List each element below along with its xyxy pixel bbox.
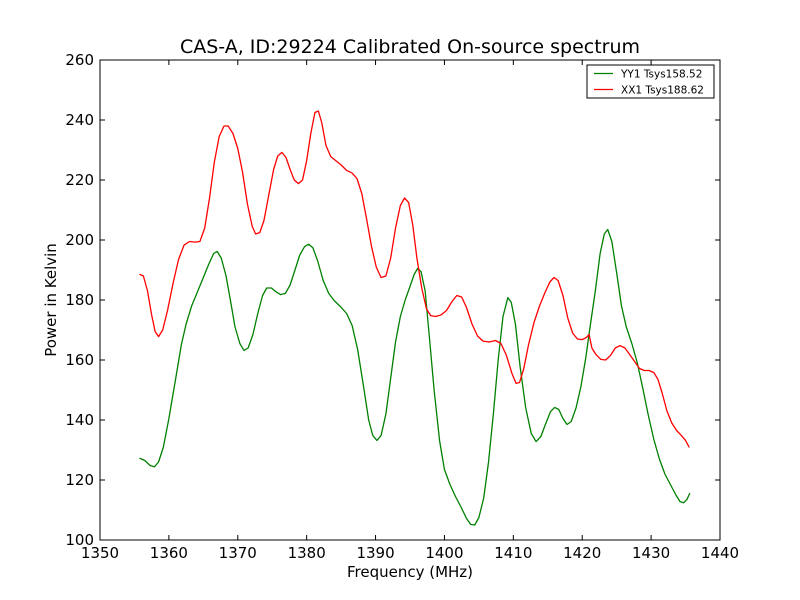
legend-frame (586, 64, 715, 99)
y-tick-label: 180 (65, 291, 94, 309)
legend-label-xx1: XX1 Tsys188.62 (621, 85, 704, 97)
x-tick-label: 1390 (356, 544, 394, 562)
x-tick-label: 1440 (701, 544, 739, 562)
x-tick-label: 1410 (494, 544, 532, 562)
y-tick-label: 160 (65, 351, 94, 369)
series-line-xx1 (139, 110, 690, 448)
y-axis-label: Power in Kelvin (42, 243, 60, 357)
x-tick-label: 1360 (150, 544, 188, 562)
y-tick-label: 240 (65, 111, 94, 129)
x-tick-label: 1420 (563, 544, 601, 562)
y-tick-label: 100 (65, 531, 94, 549)
legend: YY1 Tsys158.52 XX1 Tsys188.62 (586, 64, 715, 99)
y-tick-label: 220 (65, 171, 94, 189)
x-tick-label: 1400 (425, 544, 463, 562)
y-tick-label: 120 (65, 471, 94, 489)
x-tick-label: 1430 (632, 544, 670, 562)
x-tick-label: 1370 (219, 544, 257, 562)
x-axis-label: Frequency (MHz) (347, 563, 473, 581)
y-tick-label: 200 (65, 231, 94, 249)
y-tick-label: 140 (65, 411, 94, 429)
x-tick-label: 1350 (81, 544, 119, 562)
x-tick-label: 1380 (288, 544, 326, 562)
chart-title: CAS-A, ID:29224 Calibrated On-source spe… (180, 36, 640, 58)
y-tick-label: 260 (65, 51, 94, 69)
legend-label-yy1: YY1 Tsys158.52 (620, 69, 702, 81)
